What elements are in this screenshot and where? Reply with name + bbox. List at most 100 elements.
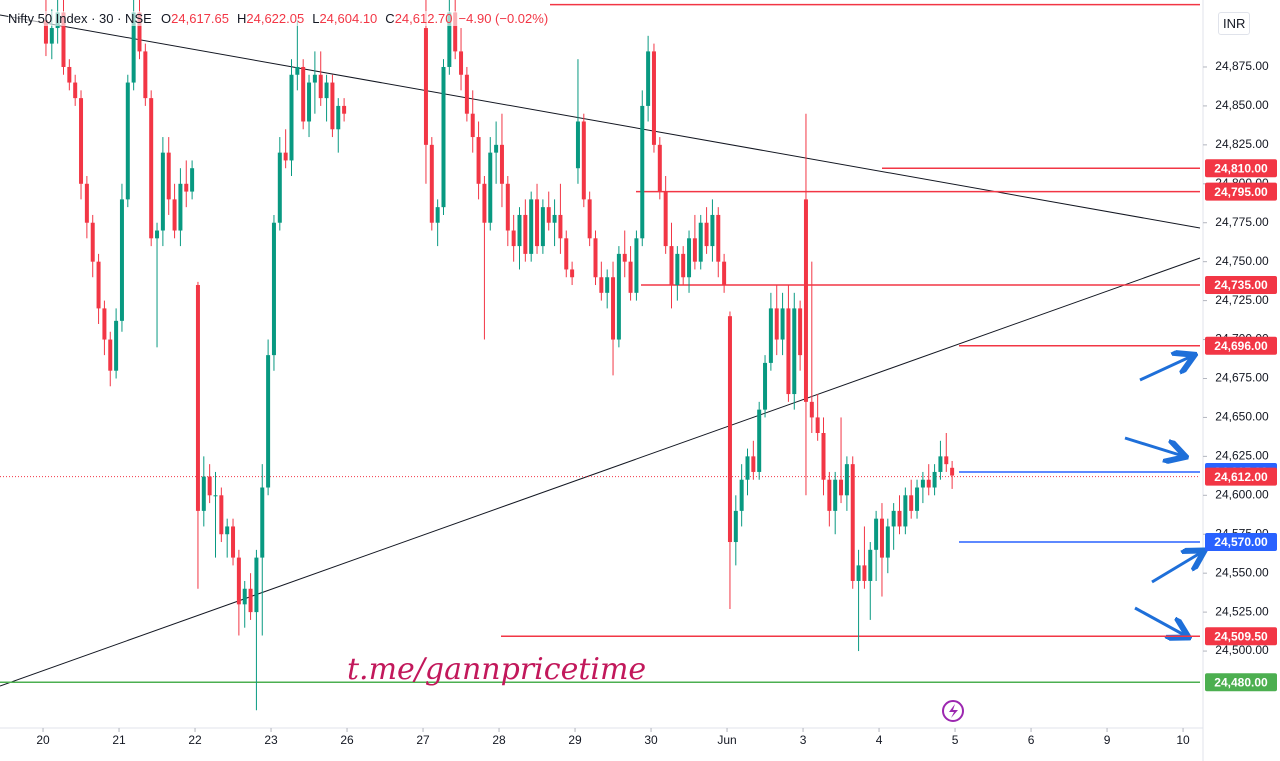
candle-body [891, 510, 896, 527]
candle [552, 199, 557, 247]
candle [879, 503, 884, 597]
candle [190, 160, 195, 200]
candle [727, 311, 732, 610]
candle-body [774, 308, 779, 340]
watermark: t.me/gannpricetime [347, 652, 647, 687]
candle [435, 199, 440, 247]
candle [254, 549, 259, 711]
candle [710, 199, 715, 262]
candle-body [108, 339, 113, 371]
candle [739, 464, 744, 527]
x-tick-label: 5 [952, 733, 959, 747]
y-tick-label: 24,825.00 [1215, 137, 1269, 151]
candle [295, 20, 300, 91]
price-badge-label: 24,570.00 [1214, 535, 1268, 549]
candle-body [67, 66, 72, 83]
candle-body [301, 66, 306, 122]
y-tick-label: 24,725.00 [1215, 293, 1269, 307]
candle [137, 0, 142, 60]
candle-body [61, 12, 66, 67]
x-tick-label: 30 [644, 733, 658, 747]
candle [634, 230, 639, 301]
price-badge [1205, 467, 1277, 486]
candle-body [447, 12, 452, 67]
candle [108, 331, 113, 387]
candle-body [336, 105, 341, 130]
x-tick-label: 23 [264, 733, 278, 747]
candle-body [768, 308, 773, 363]
arrow [1124, 436, 1183, 456]
candle [441, 59, 446, 215]
candle-body [704, 222, 709, 247]
currency[interactable]: INR [1218, 12, 1251, 35]
candle [207, 464, 212, 504]
y-tick-label: 24,750.00 [1215, 254, 1269, 268]
candle-body [523, 214, 528, 254]
candle-body [155, 230, 160, 239]
price-badge [1205, 627, 1277, 646]
arrow [1151, 552, 1202, 584]
candle [301, 59, 306, 130]
x-tick-label: 10 [1176, 733, 1190, 747]
candle-body [879, 518, 884, 558]
candle [885, 518, 890, 574]
candle-body [722, 261, 727, 286]
candle-body [266, 355, 271, 488]
candle-body [289, 74, 294, 161]
candle [944, 432, 949, 472]
candle [499, 113, 504, 208]
candle-body [441, 66, 446, 208]
candle-body [885, 526, 890, 558]
alert-bolt[interactable] [949, 704, 958, 718]
candle-body [657, 144, 662, 192]
candle-body [546, 207, 551, 223]
x-tick-label: 29 [568, 733, 582, 747]
candle-body [90, 222, 95, 262]
candle [248, 573, 253, 620]
candle-body [318, 74, 323, 99]
candle-body [663, 191, 668, 247]
candle [470, 90, 475, 153]
alert-icon[interactable] [942, 700, 964, 722]
x-tick-label: 3 [800, 733, 807, 747]
x-tick-label: 6 [1028, 733, 1035, 747]
candle-body [803, 199, 808, 402]
candle [242, 580, 247, 628]
candle [90, 214, 95, 278]
candle-body [312, 74, 317, 83]
candle [839, 417, 844, 504]
candle [692, 214, 697, 270]
candle-body [593, 238, 598, 278]
candle-body [570, 269, 575, 278]
candle [558, 183, 563, 254]
candle-body [207, 476, 212, 496]
candle [593, 230, 598, 286]
price-badge [1205, 673, 1277, 692]
price-badge [1205, 182, 1277, 201]
candle-body [868, 549, 873, 581]
candle [464, 66, 469, 122]
candle-body [307, 82, 312, 122]
candle [722, 253, 727, 293]
candle [780, 292, 785, 356]
candle [517, 207, 522, 270]
ohlc-key: L [312, 11, 320, 26]
candle [733, 495, 738, 566]
candle-body [675, 253, 680, 286]
candle-body [903, 495, 908, 527]
candle-body [833, 479, 838, 511]
candle-body [114, 320, 119, 371]
candle [640, 90, 645, 247]
candle [803, 113, 808, 496]
candle [821, 417, 826, 496]
candle [798, 300, 803, 371]
y-tick-label: 24,550.00 [1215, 565, 1269, 579]
candle-body [190, 168, 195, 192]
candle-body [622, 253, 627, 262]
y-tick-label: 24,525.00 [1215, 604, 1269, 618]
candle [669, 222, 674, 309]
candle-body [757, 409, 762, 472]
ohlc-value: 24,612.70 [394, 11, 453, 26]
candle [312, 51, 317, 114]
